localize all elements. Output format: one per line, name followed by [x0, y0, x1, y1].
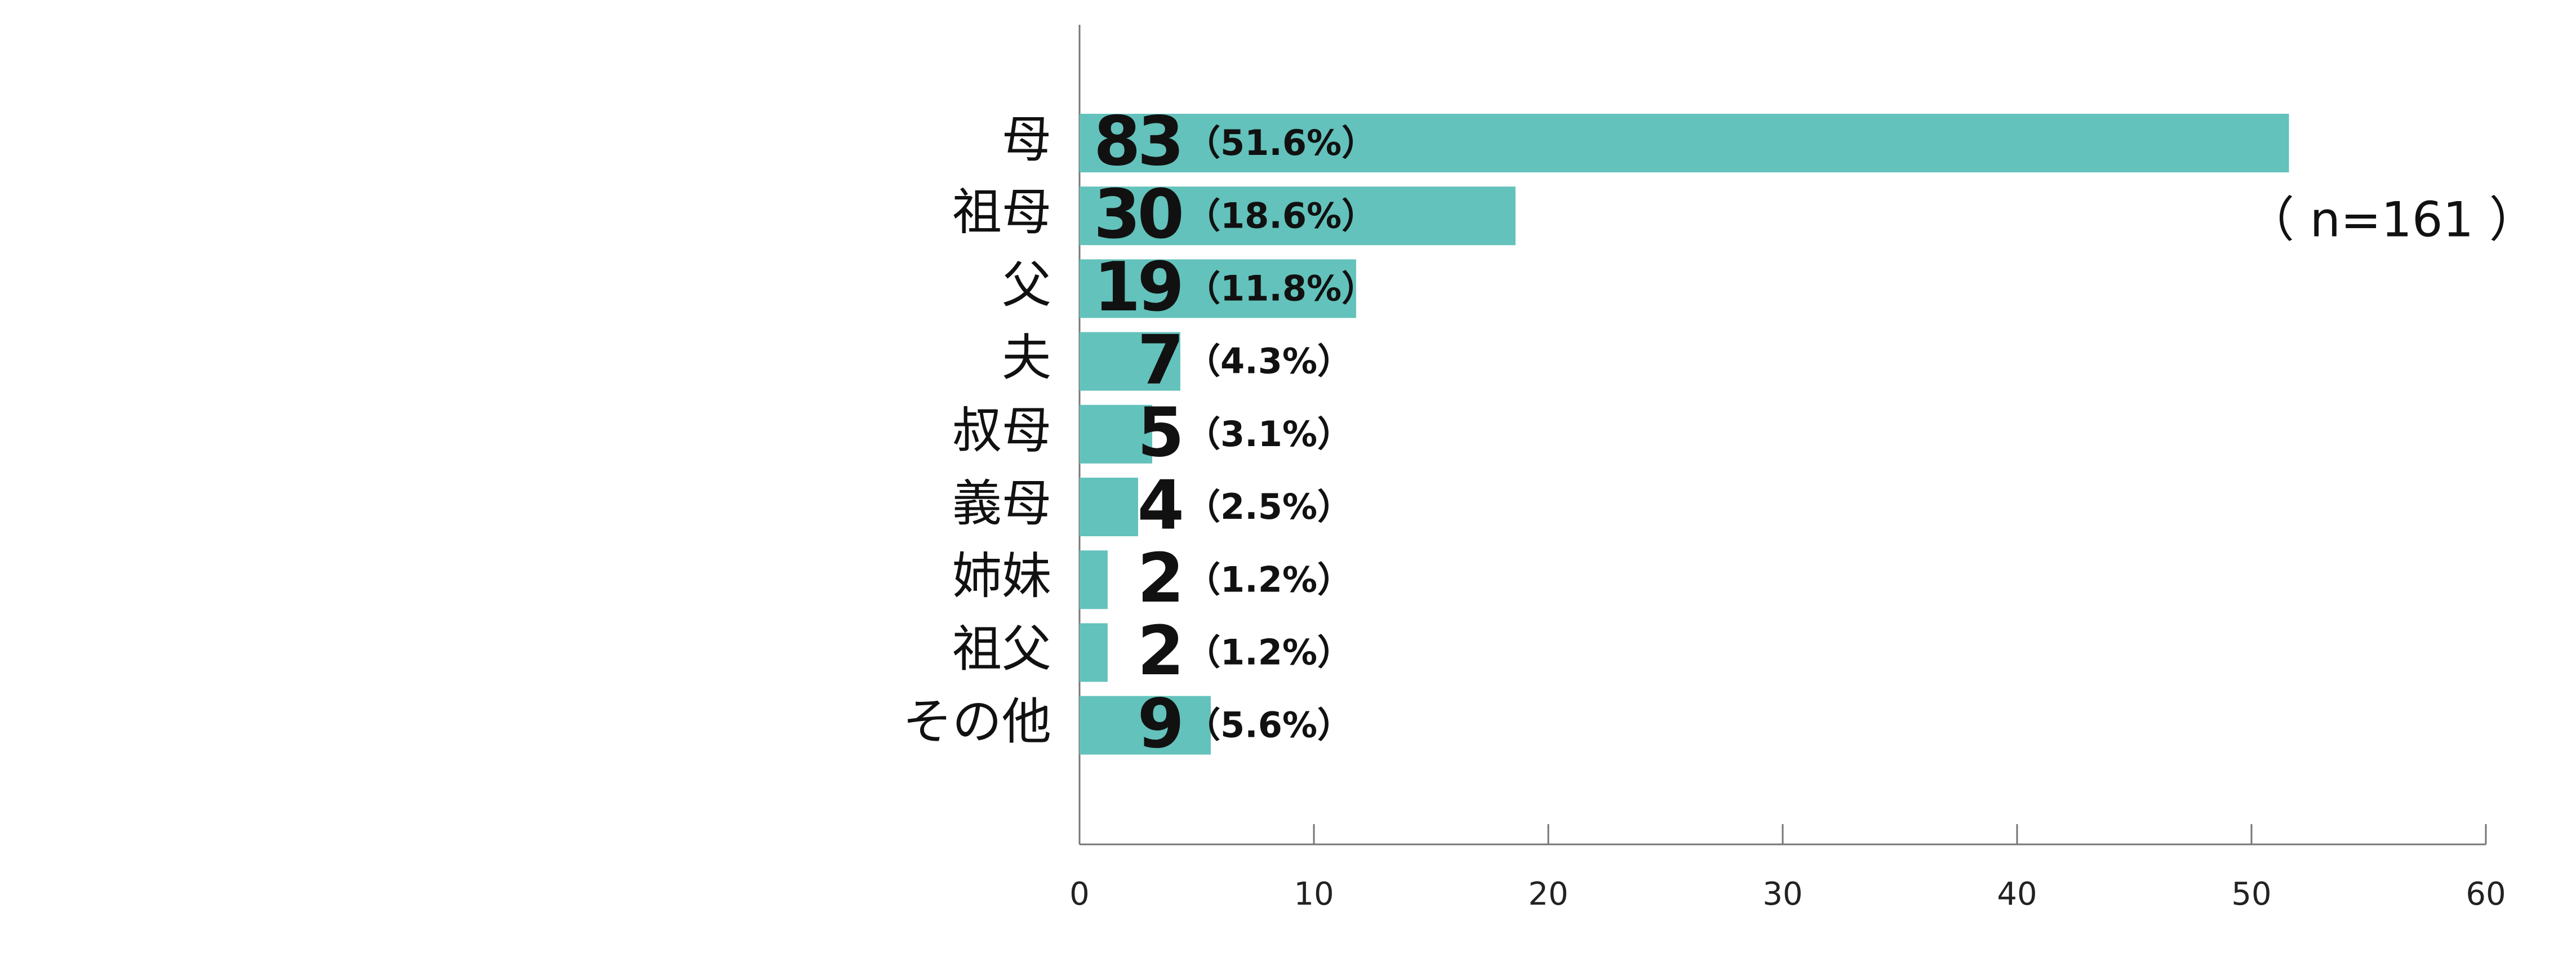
bar: [1080, 696, 1211, 755]
value-label: （18.6%）: [1185, 195, 1376, 236]
bar: [1080, 114, 2289, 172]
bar: [1080, 186, 1516, 246]
x-tick-label: 10: [1294, 876, 1334, 913]
category-label: 母: [1002, 110, 1051, 168]
value-label: （3.1%）: [1185, 413, 1352, 455]
x-tick-label: 30: [1762, 876, 1802, 913]
category-label: 祖母: [952, 183, 1051, 241]
bar: [1080, 550, 1108, 609]
count-label: 4: [1138, 467, 1182, 545]
category-label: 夫: [1002, 329, 1051, 387]
x-tick-label: 40: [1997, 876, 2037, 913]
value-label: （2.5%）: [1185, 486, 1352, 527]
category-label: 祖父: [952, 620, 1051, 678]
bar: [1080, 623, 1108, 682]
count-label: 83: [1094, 103, 1181, 181]
count-label: 5: [1138, 394, 1182, 473]
x-tick-label: 50: [2231, 876, 2271, 913]
value-label: （1.2%）: [1185, 559, 1352, 600]
count-label: 2: [1138, 540, 1182, 618]
category-label: 義母: [952, 474, 1051, 532]
count-label: 2: [1138, 612, 1182, 691]
bar: [1080, 332, 1180, 391]
category-label: 叔母: [952, 402, 1051, 460]
value-label: （11.8%）: [1185, 268, 1376, 309]
x-tick-label: 0: [1069, 876, 1090, 913]
category-label: 父: [1002, 256, 1051, 314]
sample-size-note: （ n=161 ）: [2246, 192, 2537, 248]
category-label: その他: [903, 693, 1051, 751]
bar: [1080, 404, 1152, 464]
value-label: （1.2%）: [1185, 631, 1352, 673]
count-label: 7: [1138, 321, 1182, 399]
bar: [1080, 259, 1356, 318]
value-label: （4.3%）: [1185, 341, 1352, 382]
count-label: 9: [1138, 685, 1182, 763]
category-label: 姉妹: [952, 547, 1051, 605]
value-label: （5.6%）: [1185, 705, 1352, 746]
bar: [1080, 478, 1138, 536]
x-tick-label: 60: [2466, 876, 2506, 913]
x-tick-label: 20: [1528, 876, 1568, 913]
count-label: 30: [1094, 176, 1181, 254]
value-label: （51.6%）: [1185, 122, 1376, 163]
count-label: 19: [1094, 248, 1181, 327]
